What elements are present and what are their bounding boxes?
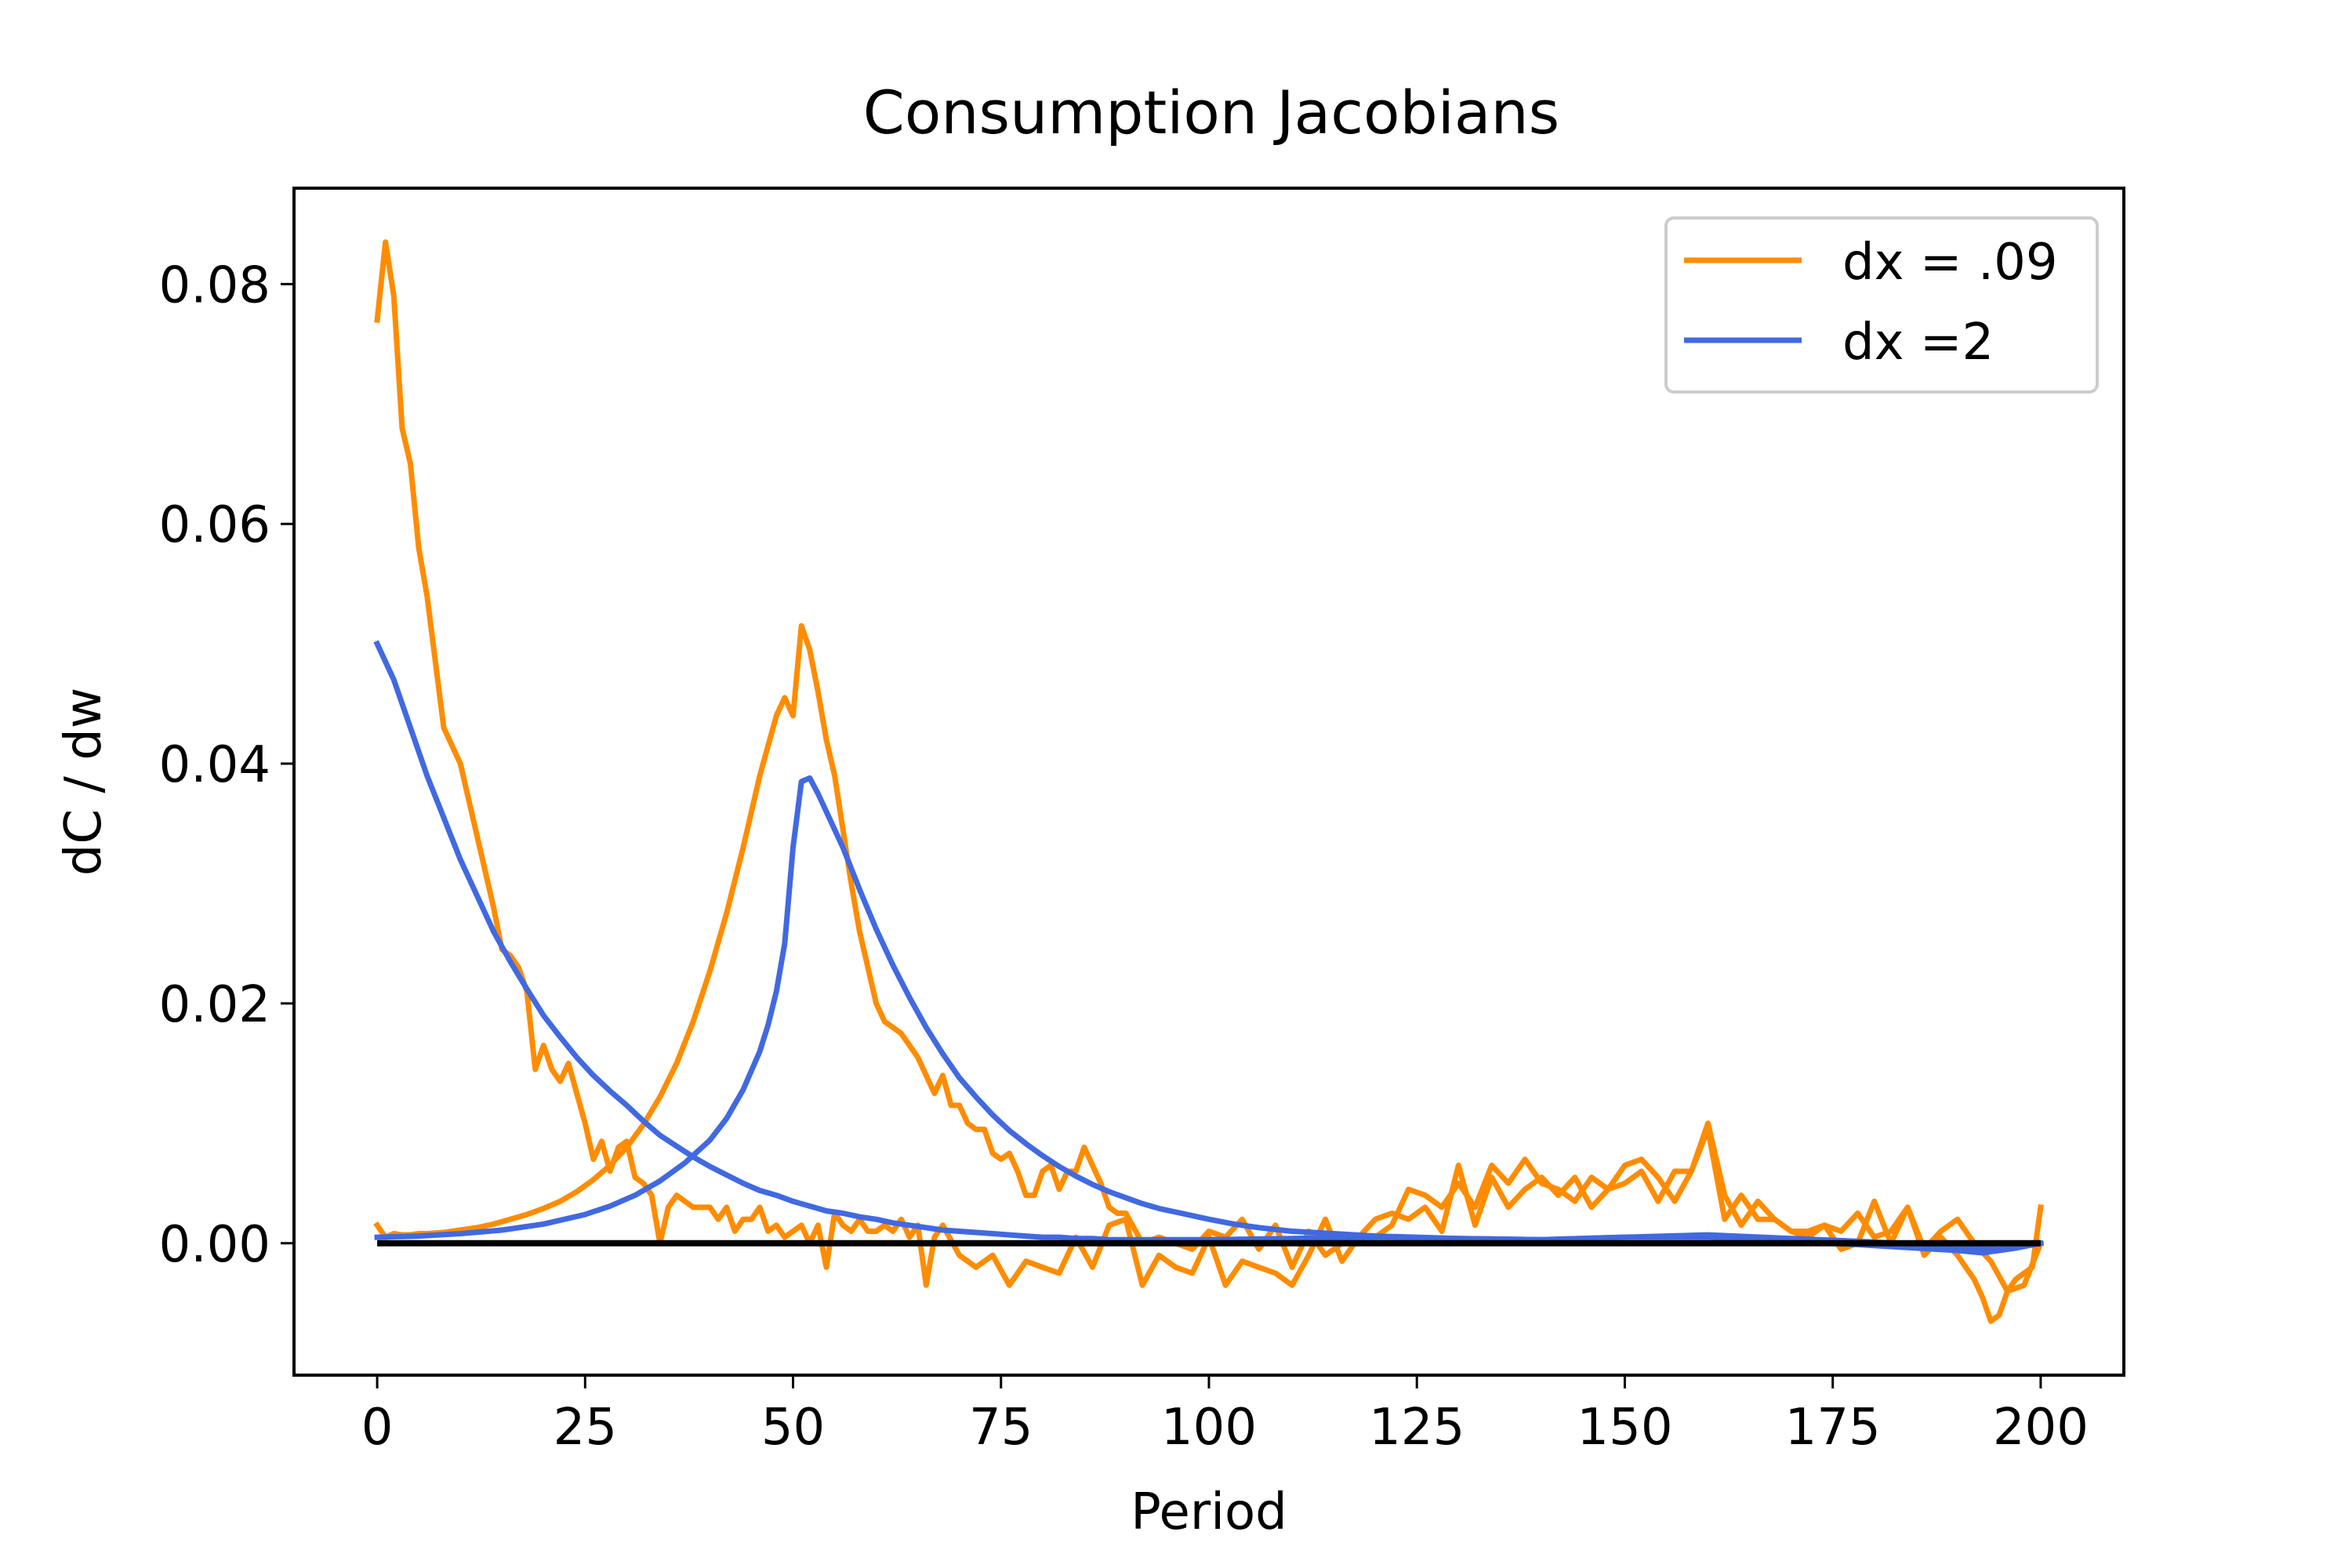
legend: dx = .09 dx =2	[1664, 216, 2099, 394]
series-line-0	[374, 239, 2044, 1324]
legend-label-blue: dx =2	[1842, 314, 1994, 372]
plot-area	[373, 239, 2045, 1324]
y-tick-label: 0.00	[159, 1216, 271, 1274]
y-axis: 0.00 0.02 0.04 0.06 0.08	[159, 256, 294, 1274]
legend-label-orange: dx = .09	[1842, 234, 2058, 292]
y-tick-label: 0.02	[159, 976, 271, 1034]
chart-title: Consumption Jacobians	[863, 78, 1559, 147]
x-tick-label: 175	[1785, 1399, 1881, 1457]
x-axis: 0 25 50 75 100 125 150 175 200	[361, 1375, 2089, 1457]
x-tick-label: 200	[1993, 1399, 2089, 1457]
x-tick-label: 50	[761, 1399, 825, 1457]
x-tick-label: 125	[1369, 1399, 1465, 1457]
x-tick-label: 75	[969, 1399, 1033, 1457]
y-tick-label: 0.08	[159, 256, 271, 314]
x-tick-label: 150	[1577, 1399, 1672, 1457]
y-axis-label: dC / dw	[55, 688, 113, 877]
y-tick-label: 0.04	[159, 736, 271, 794]
x-tick-label: 100	[1161, 1399, 1257, 1457]
x-axis-label: Period	[1131, 1483, 1287, 1541]
series-line-3	[374, 775, 2044, 1252]
x-tick-label: 0	[361, 1399, 394, 1457]
y-tick-label: 0.06	[159, 496, 271, 554]
x-tick-label: 25	[554, 1399, 617, 1457]
